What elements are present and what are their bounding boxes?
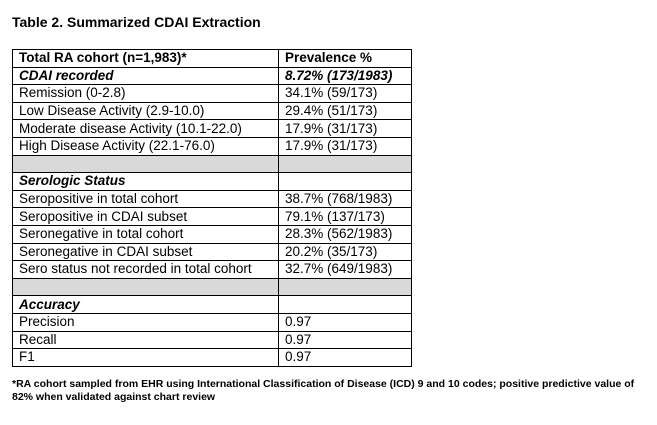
spacer-cell	[278, 277, 412, 297]
row-value: 8.72% (173/1983)	[278, 66, 412, 86]
cdai-table: Total RA cohort (n=1,983)* Prevalence % …	[12, 49, 412, 367]
table-row: Remission (0-2.8) 34.1% (59/173)	[12, 84, 412, 103]
table-row: Seropositive in CDAI subset 79.1% (137/1…	[12, 207, 412, 226]
table-row: Recall 0.97	[12, 330, 412, 350]
table-row: Seronegative in total cohort 28.3% (562/…	[12, 224, 412, 244]
row-label: Remission (0-2.8)	[12, 84, 279, 103]
table-row: Low Disease Activity (2.9-10.0) 29.4% (5…	[12, 101, 412, 121]
spacer-row	[12, 154, 412, 174]
row-label: Sero status not recorded in total cohort	[12, 260, 279, 279]
section-row-accuracy: Accuracy	[12, 295, 412, 314]
row-label: Seropositive in total cohort	[12, 189, 279, 209]
table-row: Moderate disease Activity (10.1-22.0) 17…	[12, 119, 412, 138]
row-value: 38.7% (768/1983)	[278, 189, 412, 209]
row-value: 0.97	[278, 330, 412, 350]
table-row: Seronegative in CDAI subset 20.2% (35/17…	[12, 242, 412, 262]
row-value: 32.7% (649/1983)	[278, 260, 412, 279]
row-label: CDAI recorded	[12, 66, 279, 86]
table-row: Sero status not recorded in total cohort…	[12, 260, 412, 279]
row-value: 79.1% (137/173)	[278, 207, 412, 226]
row-value	[278, 295, 412, 314]
row-label: Recall	[12, 330, 279, 350]
section-row-serologic-status: Serologic Status	[12, 172, 412, 191]
row-value: 17.9% (31/173)	[278, 136, 412, 156]
row-label: Seropositive in CDAI subset	[12, 207, 279, 226]
header-cohort: Total RA cohort (n=1,983)*	[12, 49, 279, 68]
row-value: 17.9% (31/173)	[278, 119, 412, 138]
table-row: Precision 0.97	[12, 312, 412, 332]
row-value: 20.2% (35/173)	[278, 242, 412, 262]
row-label: Accuracy	[12, 295, 279, 314]
table-row: High Disease Activity (22.1-76.0) 17.9% …	[12, 136, 412, 156]
table-header-row: Total RA cohort (n=1,983)* Prevalence %	[12, 49, 412, 68]
section-row-cdai-recorded: CDAI recorded 8.72% (173/1983)	[12, 66, 412, 86]
spacer-cell	[12, 277, 279, 297]
row-label: Seronegative in total cohort	[12, 224, 279, 244]
row-value: 29.4% (51/173)	[278, 101, 412, 121]
row-value: 0.97	[278, 348, 412, 367]
table-row: F1 0.97	[12, 348, 412, 367]
spacer-row	[12, 277, 412, 297]
row-label: High Disease Activity (22.1-76.0)	[12, 136, 279, 156]
row-value: 0.97	[278, 312, 412, 332]
table-title: Table 2. Summarized CDAI Extraction	[12, 14, 261, 30]
row-label: Seronegative in CDAI subset	[12, 242, 279, 262]
row-label: F1	[12, 348, 279, 367]
row-label: Low Disease Activity (2.9-10.0)	[12, 101, 279, 121]
row-value: 28.3% (562/1983)	[278, 224, 412, 244]
row-label: Moderate disease Activity (10.1-22.0)	[12, 119, 279, 138]
table-footnote: *RA cohort sampled from EHR using Intern…	[12, 378, 635, 403]
header-prevalence: Prevalence %	[278, 49, 412, 68]
row-value	[278, 172, 412, 191]
row-label: Serologic Status	[12, 172, 279, 191]
spacer-cell	[278, 154, 412, 174]
spacer-cell	[12, 154, 279, 174]
row-label: Precision	[12, 312, 279, 332]
row-value: 34.1% (59/173)	[278, 84, 412, 103]
table-row: Seropositive in total cohort 38.7% (768/…	[12, 189, 412, 209]
